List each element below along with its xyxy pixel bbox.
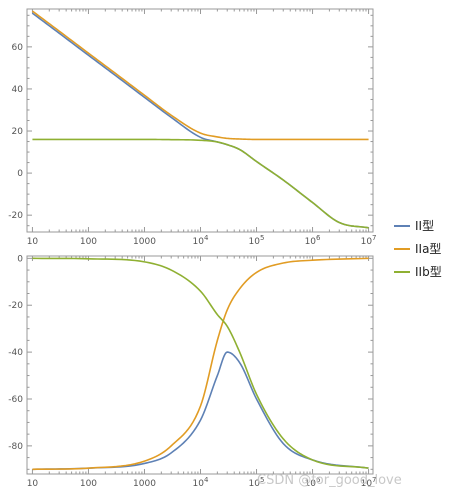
- y-tick-label: -40: [8, 348, 23, 358]
- y-tick-label: -20: [8, 301, 23, 311]
- plot-frame: [26, 255, 374, 475]
- legend: II型 IIa型 IIb型: [394, 219, 442, 279]
- x-tick-label: 104: [193, 234, 209, 247]
- x-tick-label: 104: [193, 476, 209, 489]
- y-tick-label: 20: [12, 127, 24, 137]
- x-tick-label: 106: [305, 234, 321, 247]
- x-tick-label: 107: [361, 234, 377, 247]
- legend-item-ii: II型: [394, 219, 434, 233]
- legend-label-ii: II型: [415, 219, 434, 233]
- x-tick-label: 10: [27, 237, 39, 247]
- series-line-ii: [31, 12, 369, 229]
- series-line-iia: [31, 10, 369, 141]
- watermark: CSDN @for_good_love: [257, 473, 402, 488]
- x-tick-label: 105: [249, 234, 265, 247]
- series-line-iia: [32, 257, 369, 471]
- x-tick-label: 100: [80, 479, 97, 489]
- series-line-iib: [32, 257, 369, 469]
- y-tick-label: -20: [8, 211, 23, 221]
- y-tick-label: -80: [8, 442, 23, 452]
- x-tick-label: 10: [27, 479, 39, 489]
- y-tick-label: 40: [12, 85, 24, 95]
- y-tick-label: 0: [17, 254, 23, 264]
- legend-label-iia: IIa型: [415, 242, 441, 256]
- x-tick-label: 1000: [133, 237, 156, 247]
- x-tick-label: 100: [80, 237, 97, 247]
- magnitude-panel: 10 100 1000 104 105 106 107 60 40 20 0 -20: [8, 8, 377, 247]
- x-tick-label: 1000: [133, 479, 156, 489]
- legend-item-iib: IIb型: [394, 265, 442, 279]
- series-line-ii: [32, 351, 369, 471]
- legend-item-iia: IIa型: [394, 242, 441, 256]
- y-tick-label: -60: [8, 395, 23, 405]
- y-tick-label: 60: [12, 43, 24, 53]
- y-tick-label: 0: [17, 169, 23, 179]
- series-line-iib: [32, 138, 369, 229]
- legend-label-iib: IIb型: [415, 265, 442, 279]
- plot-frame: [26, 8, 374, 233]
